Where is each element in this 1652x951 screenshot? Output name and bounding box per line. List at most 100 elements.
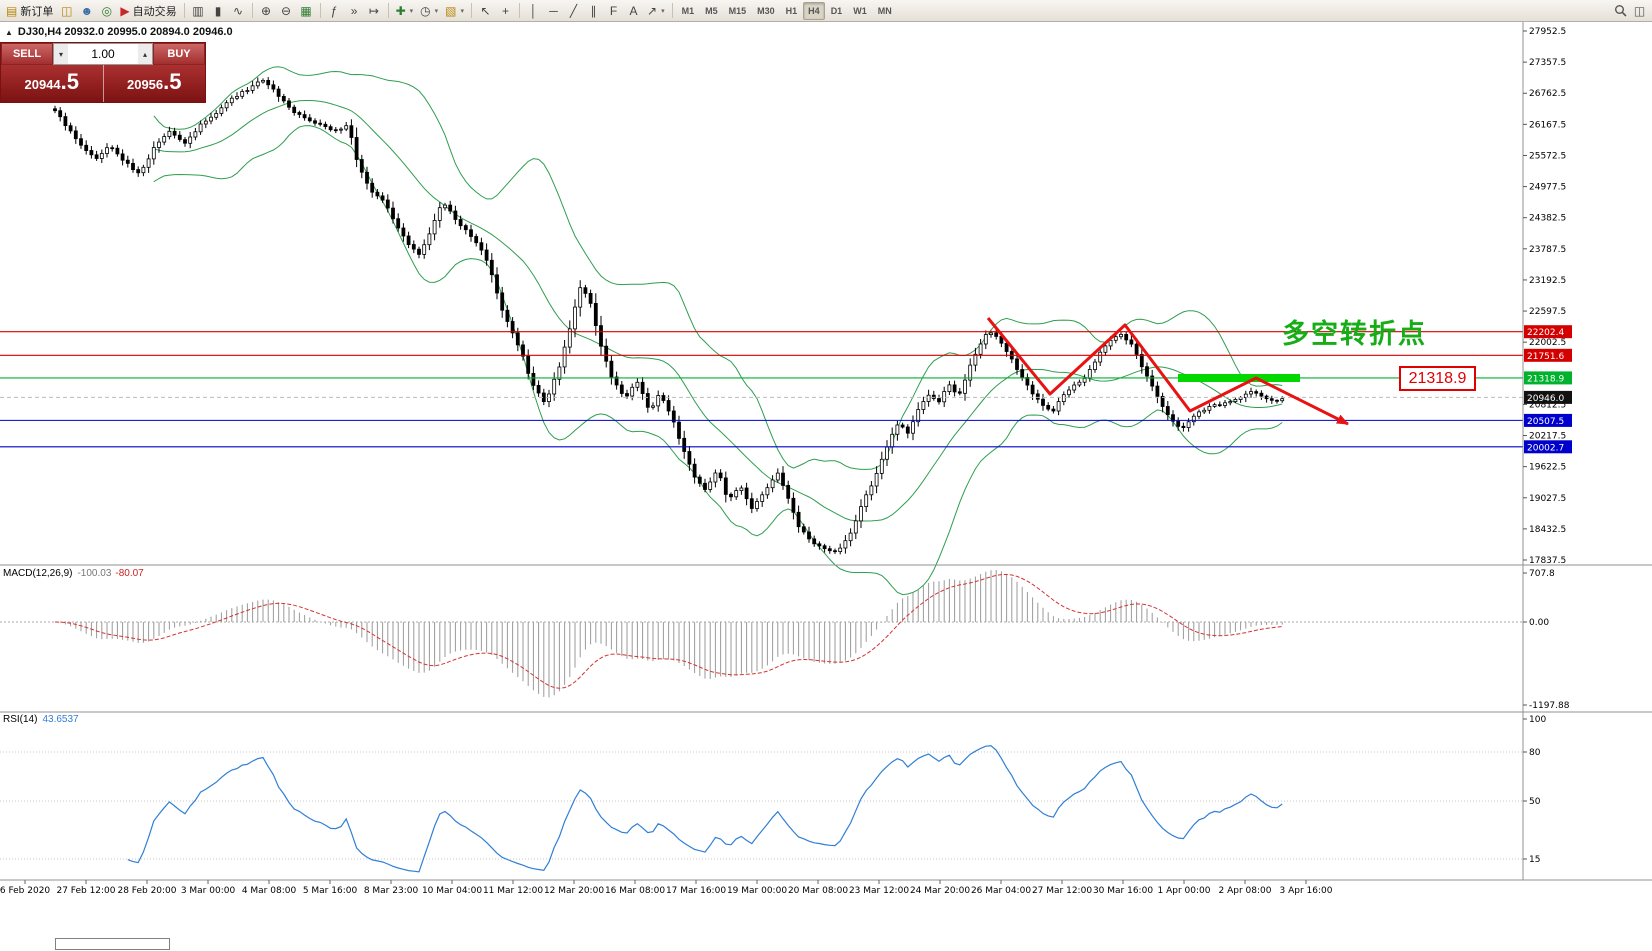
- svg-text:19622.5: 19622.5: [1529, 463, 1566, 473]
- svg-text:22202.4: 22202.4: [1527, 328, 1564, 338]
- crosshair-button[interactable]: +: [496, 1, 515, 20]
- timeframe-m5-button[interactable]: M5: [705, 5, 718, 16]
- buy-price[interactable]: 20956.5: [104, 65, 206, 102]
- svg-text:28 Feb 20:00: 28 Feb 20:00: [117, 886, 176, 896]
- timeframe-m1-button[interactable]: M1: [681, 5, 695, 16]
- trendline-button[interactable]: ╱: [564, 1, 583, 20]
- volume-stepper: ▾ ▴: [53, 43, 153, 65]
- one-click-trading-panel: SELL ▾ ▴ BUY 20944.5 20956.5: [0, 42, 206, 103]
- indicators-button[interactable]: ƒ: [325, 1, 344, 20]
- svg-text:15: 15: [1529, 855, 1540, 865]
- horizontal-line-button[interactable]: ─: [544, 1, 563, 20]
- svg-text:20 Mar 08:00: 20 Mar 08:00: [788, 886, 848, 896]
- window-layout-button[interactable]: ◫: [1630, 1, 1649, 20]
- channel-button[interactable]: ∥: [584, 1, 603, 20]
- periods-button-icon: ◷: [420, 3, 431, 18]
- new-chart-button[interactable]: ✚ ▾: [393, 1, 417, 20]
- svg-text:50: 50: [1529, 797, 1541, 807]
- bar-chart-button[interactable]: ▥: [189, 1, 208, 20]
- magnifier-icon: [1615, 5, 1627, 17]
- macd-indicator-label: MACD(12,26,9) -100.03 -80.07: [3, 568, 144, 579]
- timeframe-d1-button[interactable]: D1: [830, 5, 843, 16]
- buy-button[interactable]: BUY: [153, 43, 205, 65]
- svg-text:27 Mar 12:00: 27 Mar 12:00: [1032, 886, 1092, 896]
- candlestick-chart-button-icon: ▮: [214, 3, 222, 18]
- new-order-button-icon: ▤: [6, 3, 18, 18]
- new-chart-button-dropdown-icon[interactable]: ▾: [409, 7, 414, 15]
- auto-trading-button-label: 自动交易: [132, 5, 177, 18]
- chart-shift-button[interactable]: ↦: [365, 1, 384, 20]
- svg-text:24382.5: 24382.5: [1529, 214, 1566, 224]
- tile-windows-button[interactable]: ▦: [297, 1, 316, 20]
- auto-trading-button[interactable]: ▶ 自动交易: [117, 1, 179, 20]
- svg-text:3 Apr 16:00: 3 Apr 16:00: [1280, 886, 1333, 896]
- buy-price-base: 20956: [126, 77, 164, 92]
- volume-increase-button[interactable]: ▴: [138, 44, 152, 64]
- chart-title-text: DJ30,H4 20932.0 20995.0 20894.0 20946.0: [17, 26, 233, 38]
- volume-input[interactable]: [68, 44, 138, 64]
- new-order-button[interactable]: ▤ 新订单: [3, 1, 56, 20]
- timeframe-w1-button[interactable]: W1: [853, 5, 867, 16]
- market-watch-button-icon: ◫: [61, 3, 73, 18]
- svg-text:-1197.88: -1197.88: [1529, 701, 1570, 711]
- periods-button[interactable]: ◷ ▾: [417, 1, 441, 20]
- volume-decrease-button[interactable]: ▾: [54, 44, 68, 64]
- macd-name: MACD(12,26,9): [3, 568, 73, 579]
- toolbar-separator: [251, 3, 253, 18]
- periods-button-dropdown-icon[interactable]: ▾: [434, 7, 439, 15]
- rsi-value: 43.6537: [42, 714, 79, 725]
- zoom-in-button[interactable]: ⊕: [257, 1, 276, 20]
- auto-scroll-button[interactable]: »: [345, 1, 364, 20]
- sell-price[interactable]: 20944.5: [1, 65, 103, 102]
- arrows-tool-button-dropdown-icon[interactable]: ▾: [661, 7, 665, 15]
- timeframe-h4-button[interactable]: H4: [803, 1, 825, 20]
- one-click-toggle-icon[interactable]: ▲: [5, 27, 13, 37]
- svg-text:20507.5: 20507.5: [1527, 417, 1564, 427]
- text-tool-button[interactable]: A: [624, 1, 643, 20]
- svg-text:0.00: 0.00: [1529, 618, 1549, 628]
- toolbar-separator: [319, 3, 321, 18]
- vertical-line-button-icon: │: [529, 3, 538, 18]
- toolbar-separator: [671, 3, 673, 18]
- arrows-tool-button[interactable]: ↗ ▾: [644, 1, 668, 20]
- sell-price-base: 20944: [24, 77, 61, 92]
- cursor-button[interactable]: ↖: [476, 1, 495, 20]
- market-watch-button[interactable]: ◫: [57, 1, 76, 20]
- svg-text:20217.5: 20217.5: [1529, 432, 1566, 442]
- new-order-button-label: 新订单: [20, 5, 54, 18]
- svg-text:707.8: 707.8: [1529, 569, 1555, 579]
- svg-text:24 Mar 20:00: 24 Mar 20:00: [910, 886, 970, 896]
- main-toolbar: ▤ 新订单 ◫ ☻ ◎ ▶ 自动交易 ▥ ▮ ∿ ⊕ ⊖ ▦ ƒ» ↦ ✚ ▾ ◷ ▾ ▧ ▾ ↖ + │ ─ ╱ ∥ F A ↗ ▾ M1 M…: [0, 0, 1652, 22]
- auto-trading-button-icon: ▶: [120, 3, 130, 18]
- svg-text:25572.5: 25572.5: [1529, 152, 1566, 162]
- sell-button[interactable]: SELL: [1, 43, 53, 65]
- svg-text:8 Mar 23:00: 8 Mar 23:00: [364, 886, 419, 896]
- toolbar-separator: [183, 3, 185, 18]
- svg-text:19027.5: 19027.5: [1529, 494, 1566, 504]
- tile-windows-button-icon: ▦: [300, 3, 312, 18]
- timeframe-m15-button[interactable]: M15: [728, 5, 747, 16]
- data-window-button[interactable]: ☻: [77, 1, 96, 20]
- zoom-in-button-icon: ⊕: [261, 3, 272, 18]
- templates-button[interactable]: ▧ ▾: [442, 1, 467, 20]
- svg-text:5 Mar 16:00: 5 Mar 16:00: [303, 886, 358, 896]
- svg-text:20812.5: 20812.5: [1529, 400, 1566, 410]
- search-button[interactable]: [1611, 1, 1630, 20]
- candlestick-chart-button[interactable]: ▮: [209, 1, 228, 20]
- price-chart-canvas[interactable]: 27952.5 27357.5 26762.5 26167.5 25572.5 24977…: [0, 22, 1652, 951]
- zoom-out-button[interactable]: ⊖: [277, 1, 296, 20]
- timeframe-mn-button[interactable]: MN: [877, 5, 892, 16]
- svg-text:20946.0: 20946.0: [1527, 394, 1564, 404]
- navigator-button[interactable]: ◎: [97, 1, 116, 20]
- templates-button-dropdown-icon[interactable]: ▾: [460, 7, 465, 15]
- timeframe-m30-button[interactable]: M30: [757, 5, 775, 16]
- timeframe-h1-button[interactable]: H1: [785, 5, 798, 16]
- vertical-line-button[interactable]: │: [524, 1, 543, 20]
- fibonacci-button-icon: F: [609, 3, 618, 18]
- svg-text:11 Mar 12:00: 11 Mar 12:00: [483, 886, 543, 896]
- fibonacci-button[interactable]: F: [604, 1, 623, 20]
- line-chart-button[interactable]: ∿: [229, 1, 248, 20]
- bottom-panel-fragment[interactable]: [55, 938, 170, 950]
- rsi-name: RSI(14): [3, 714, 38, 725]
- svg-text:24977.5: 24977.5: [1529, 183, 1566, 193]
